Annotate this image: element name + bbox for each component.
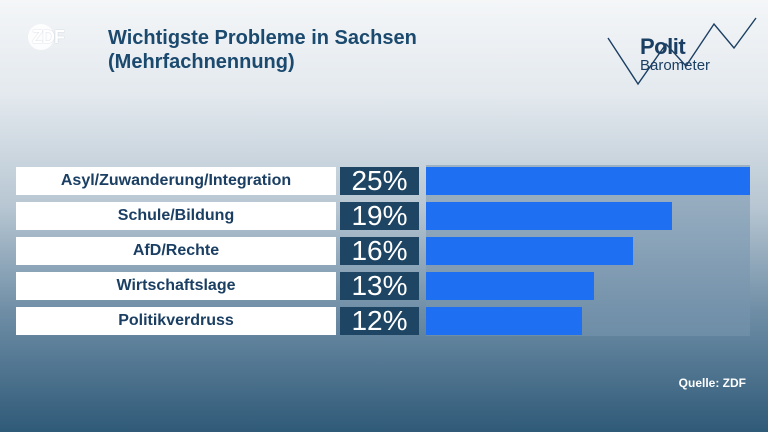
category-label: Asyl/Zuwanderung/Integration [16, 167, 336, 195]
politbarometer-logo-polit: Polit [640, 34, 686, 59]
category-label: Politikverdruss [16, 307, 336, 335]
zdf-logo: ZDF [14, 22, 80, 52]
chart-title-line1: Wichtigste Probleme in Sachsen [108, 27, 417, 49]
category-label: Schule/Bildung [16, 202, 336, 230]
zdf-logo-ring [28, 24, 54, 50]
value-label: 13% [340, 272, 419, 300]
bar [426, 272, 594, 300]
politbarometer-zigzag-icon [607, 17, 757, 86]
chart-title-line2: (Mehrfachnennung) [108, 51, 295, 73]
value-label: 25% [340, 167, 419, 195]
chart-title: Wichtigste Probleme in Sachsen (Mehrfach… [108, 26, 417, 74]
zdf-logo-text: ZDF [32, 27, 65, 47]
category-label: Wirtschaftslage [16, 272, 336, 300]
value-label: 12% [340, 307, 419, 335]
politbarometer-logo: Polit Barometer [598, 14, 758, 94]
bar [426, 202, 672, 230]
source-note: Quelle: ZDF [678, 376, 746, 390]
bar [426, 167, 750, 195]
bar [426, 307, 582, 335]
category-label: AfD/Rechte [16, 237, 336, 265]
bar [426, 237, 633, 265]
politbarometer-logo-barometer: Barometer [640, 57, 711, 74]
value-label: 19% [340, 202, 419, 230]
value-label: 16% [340, 237, 419, 265]
